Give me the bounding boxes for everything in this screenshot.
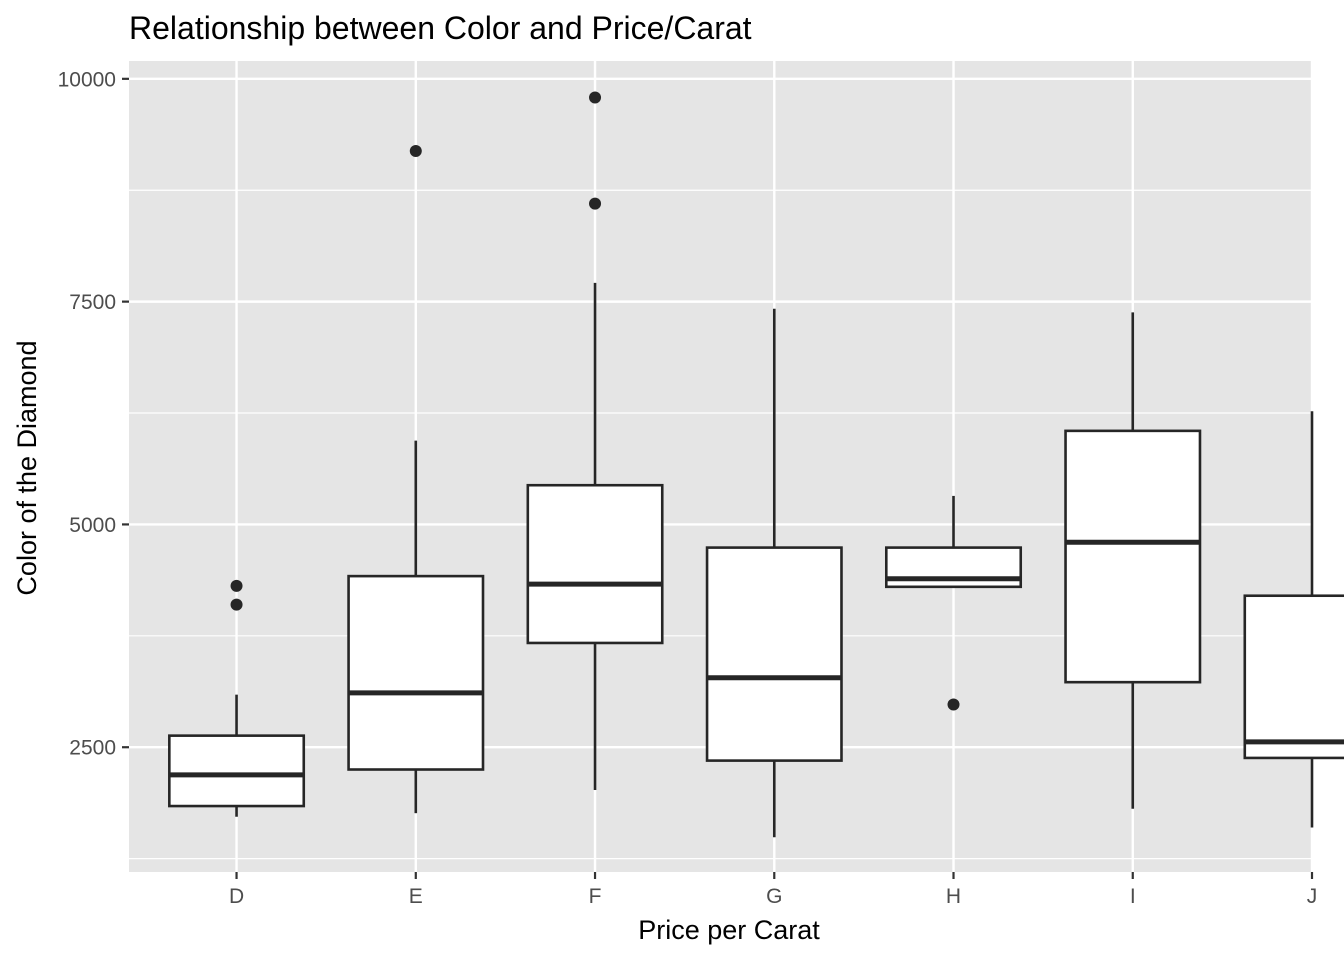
box-J <box>1243 411 1344 828</box>
box-body <box>347 574 485 771</box>
box-body <box>168 734 306 808</box>
box-I <box>1064 312 1202 809</box>
x-tick-label: I <box>1130 885 1136 908</box>
outlier-point <box>230 579 243 592</box>
y-tick-label: 7500 <box>69 291 116 314</box>
box-G <box>705 308 843 838</box>
box-body <box>526 483 664 645</box>
x-tick-label: F <box>589 885 602 908</box>
box-E <box>347 145 485 814</box>
box-body <box>705 546 843 762</box>
y-axis-title: Color of the Diamond <box>12 340 42 595</box>
chart-title: Relationship between Color and Price/Car… <box>129 10 752 46</box>
y-tick-label: 10000 <box>58 68 116 91</box>
outlier-point <box>589 91 602 104</box>
box-body <box>1243 594 1344 760</box>
box-body <box>1064 429 1202 684</box>
x-axis-title: Price per Carat <box>638 915 820 945</box>
x-tick-label: G <box>766 885 782 908</box>
x-tick-label: J <box>1307 885 1318 908</box>
y-tick-label: 5000 <box>69 514 116 537</box>
x-tick-label: H <box>946 885 961 908</box>
outlier-point <box>409 145 422 158</box>
outlier-point <box>230 598 243 611</box>
outlier-point <box>947 698 960 711</box>
y-tick-label: 2500 <box>69 737 116 760</box>
x-tick-label: D <box>229 885 244 908</box>
box-F <box>526 91 664 791</box>
box-H <box>884 495 1023 711</box>
x-tick-label: E <box>409 885 423 908</box>
box-D <box>168 579 306 817</box>
outlier-point <box>589 197 602 210</box>
